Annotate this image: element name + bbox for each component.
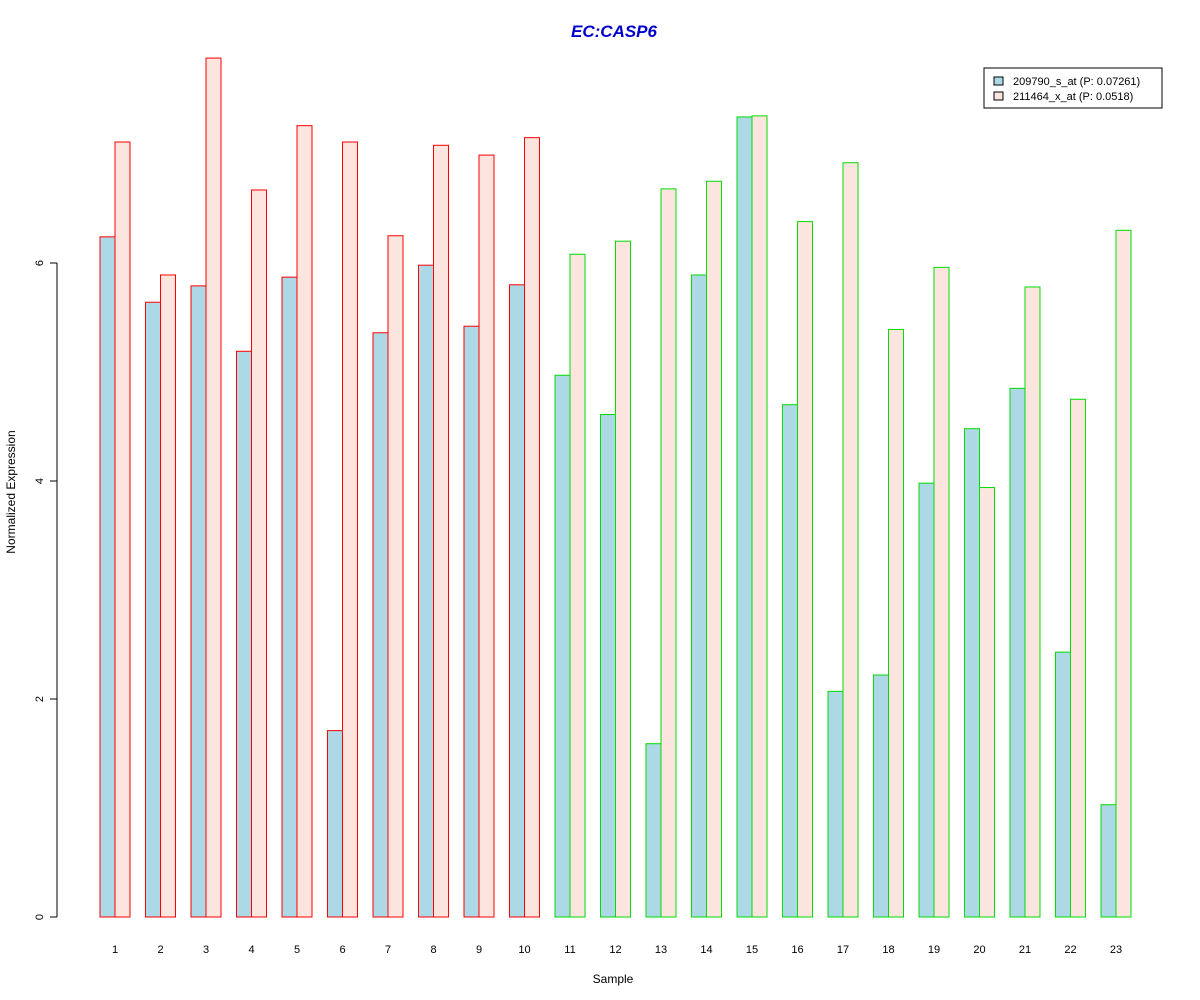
bar-series2-sample-17 (842, 162, 859, 918)
x-tick-label: 13 (655, 944, 667, 956)
y-tick-label: 2 (34, 696, 46, 702)
x-tick-label: 20 (973, 944, 985, 956)
y-axis: 0 2 4 6 (34, 260, 58, 920)
legend-box (983, 67, 1163, 109)
legend-label: 209790_s_at (P: 0.07261) (1013, 76, 1140, 88)
bar-series1-sample-17 (827, 690, 844, 918)
bar-series2-sample-14 (706, 180, 722, 918)
bar-series2-sample-9 (478, 154, 495, 918)
bar-series2-sample-5 (296, 125, 313, 918)
x-tick-label: 7 (385, 944, 391, 956)
x-tick-label: 9 (476, 944, 482, 956)
bar-series2-sample-1 (114, 141, 131, 918)
bar-series2-sample-20 (979, 487, 995, 918)
y-tick-label: 0 (34, 914, 46, 920)
bar-series2-sample-12 (615, 240, 631, 918)
bar-series2-sample-4 (251, 189, 267, 918)
x-tick-label: 2 (157, 944, 163, 956)
bar-series2-sample-16 (797, 221, 813, 918)
bar-series2-sample-18 (888, 328, 904, 918)
y-tick-label: 6 (34, 260, 46, 266)
x-tick-label: 23 (1110, 944, 1122, 956)
x-tick-label: 4 (248, 944, 254, 956)
x-tick-label: 5 (294, 944, 300, 956)
x-tick-label: 10 (518, 944, 530, 956)
x-tick-label: 21 (1019, 944, 1031, 956)
bar-series1-sample-14 (691, 274, 707, 918)
x-tick-label: 8 (430, 944, 436, 956)
bars (99, 57, 1132, 918)
bar-series1-sample-16 (782, 404, 798, 918)
bar-series2-sample-19 (933, 266, 950, 918)
bar-series1-sample-22 (1055, 651, 1071, 918)
bar-series2-sample-15 (751, 115, 768, 918)
bar-series1-sample-1 (99, 236, 116, 918)
x-tick-label: 12 (609, 944, 621, 956)
bar-series2-sample-7 (387, 235, 404, 918)
bar-series2-sample-11 (569, 253, 586, 918)
bar-series1-sample-8 (418, 264, 434, 918)
bar-series2-sample-21 (1024, 286, 1041, 918)
legend-swatch (993, 91, 1004, 101)
x-tick-label: 19 (928, 944, 940, 956)
bar-series1-sample-4 (236, 350, 252, 918)
bar-series2-sample-8 (433, 144, 449, 918)
x-tick-label: 11 (564, 944, 575, 956)
x-tick-label: 18 (882, 944, 894, 956)
x-tick-label: 3 (203, 944, 209, 956)
bar-series1-sample-15 (736, 116, 753, 918)
x-tick-label: 16 (791, 944, 803, 956)
bar-series1-sample-9 (463, 325, 480, 918)
bar-series1-sample-6 (327, 730, 343, 918)
legend: 209790_s_at (P: 0.07261) 211464_x_at (P: … (983, 67, 1163, 109)
bar-series1-sample-11 (554, 374, 571, 918)
bar-series1-sample-23 (1100, 804, 1117, 918)
bar-series1-sample-7 (372, 332, 389, 918)
bar-series1-sample-5 (281, 276, 298, 918)
x-tick-label: 15 (746, 944, 758, 956)
bar-series1-sample-18 (873, 674, 889, 918)
bar-series1-sample-3 (190, 285, 207, 918)
bar-series2-sample-3 (205, 57, 222, 918)
bar-series2-sample-23 (1115, 229, 1132, 918)
x-tick-label: 1 (112, 944, 118, 956)
bar-series1-sample-12 (600, 414, 616, 918)
x-tick-labels: 1 2 3 4 5 6 7 8 9 10 11 12 13 14 15 16 17 18 19 20 21 22 23 (112, 944, 1122, 956)
y-axis-title: Normalized Expression (4, 430, 18, 553)
x-tick-label: 14 (700, 944, 712, 956)
bar-series1-sample-10 (509, 284, 525, 918)
bar-series2-sample-2 (160, 274, 176, 918)
bar-series1-sample-20 (964, 428, 980, 918)
y-tick-label: 4 (34, 478, 46, 484)
x-tick-label: 22 (1064, 944, 1076, 956)
bar-series1-sample-13 (645, 743, 662, 918)
bar-series1-sample-21 (1009, 387, 1026, 918)
bar-series2-sample-10 (524, 137, 540, 918)
legend-swatch (993, 76, 1004, 86)
legend-label: 211464_x_at (P: 0.0518) (1013, 91, 1133, 103)
bar-series2-sample-13 (660, 188, 677, 918)
bar-series1-sample-2 (145, 301, 161, 918)
x-tick-label: 17 (837, 944, 849, 956)
bar-series2-sample-22 (1070, 398, 1086, 918)
chart-title: EC:CASP6 (571, 22, 658, 41)
bar-series2-sample-6 (342, 141, 358, 918)
x-axis-title: Sample (593, 972, 634, 986)
bar-series1-sample-19 (918, 482, 935, 918)
x-tick-label: 6 (339, 944, 345, 956)
